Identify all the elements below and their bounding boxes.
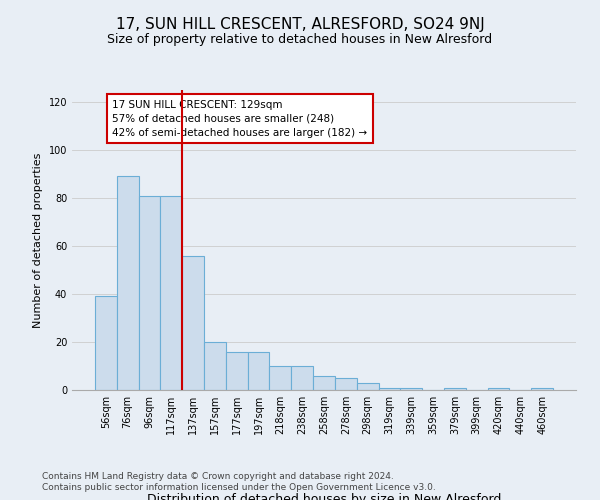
Bar [335,378,357,390]
Bar [444,388,466,390]
Bar [139,196,160,390]
Bar [313,376,335,390]
Bar [488,388,509,390]
Bar [248,352,269,390]
Bar [117,176,139,390]
Bar [531,388,553,390]
Bar [357,383,379,390]
Text: 17, SUN HILL CRESCENT, ALRESFORD, SO24 9NJ: 17, SUN HILL CRESCENT, ALRESFORD, SO24 9… [116,18,484,32]
Text: Size of property relative to detached houses in New Alresford: Size of property relative to detached ho… [107,32,493,46]
Bar [160,196,182,390]
Text: 17 SUN HILL CRESCENT: 129sqm
57% of detached houses are smaller (248)
42% of sem: 17 SUN HILL CRESCENT: 129sqm 57% of deta… [112,100,367,138]
Bar [291,366,313,390]
Text: Contains public sector information licensed under the Open Government Licence v3: Contains public sector information licen… [42,484,436,492]
Y-axis label: Number of detached properties: Number of detached properties [33,152,43,328]
Text: Contains HM Land Registry data © Crown copyright and database right 2024.: Contains HM Land Registry data © Crown c… [42,472,394,481]
Bar [204,342,226,390]
Bar [182,256,204,390]
Bar [226,352,248,390]
Bar [95,296,117,390]
Bar [269,366,291,390]
X-axis label: Distribution of detached houses by size in New Alresford: Distribution of detached houses by size … [147,492,501,500]
Bar [400,388,422,390]
Bar [379,388,400,390]
